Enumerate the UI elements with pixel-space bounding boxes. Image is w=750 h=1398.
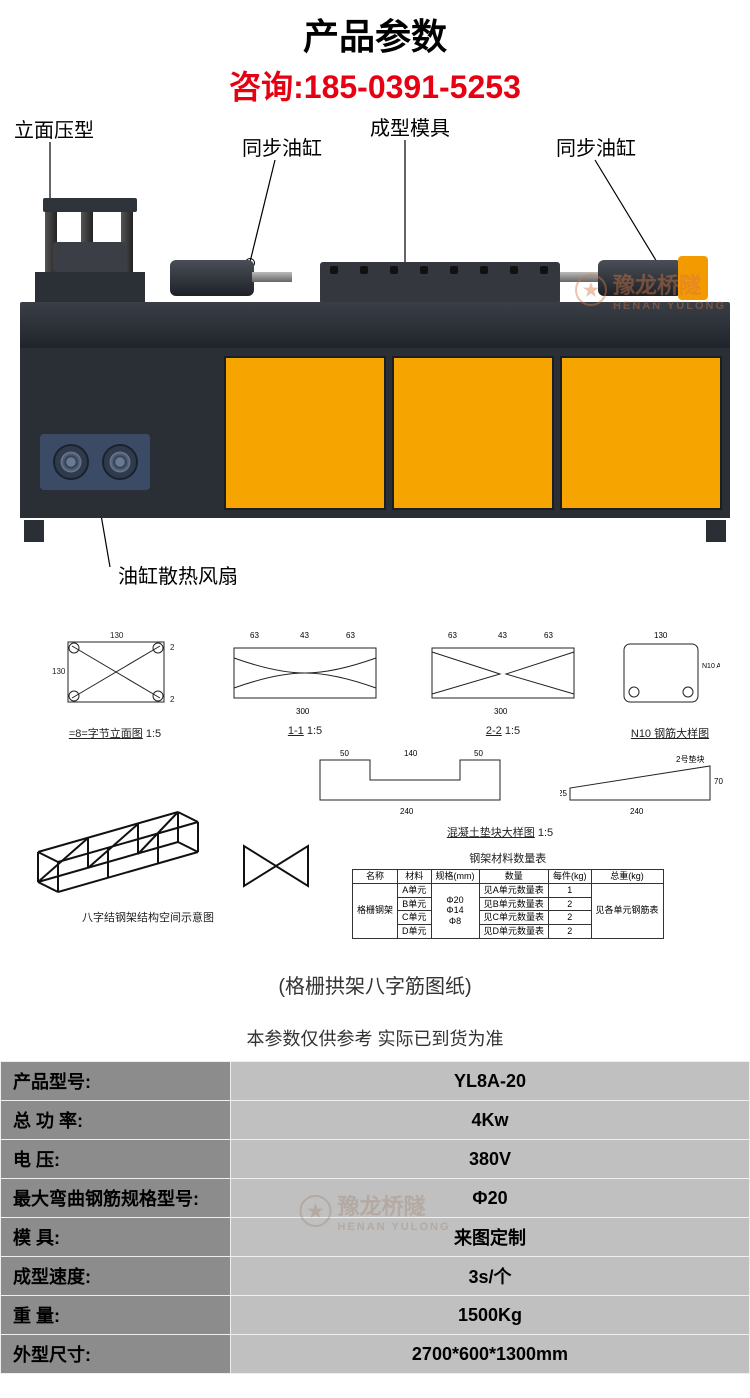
spec-value: Ф20: [231, 1179, 750, 1218]
svg-text:140: 140: [404, 749, 418, 758]
machine-cabinet: [20, 348, 730, 518]
diag-d5-label: 混凝土垫块大样图: [447, 827, 535, 839]
spec-value: 2700*600*1300mm: [231, 1335, 750, 1374]
table-row: 重 量:1500Kg: [1, 1296, 750, 1335]
diagram-caption: (格栅拱架八字筋图纸): [0, 970, 750, 999]
spec-value: 380V: [231, 1140, 750, 1179]
spec-key: 最大弯曲钢筋规格型号:: [1, 1179, 231, 1218]
spec-key: 产品型号:: [1, 1062, 231, 1101]
page-title: 产品参数: [0, 8, 750, 60]
diagram-block2: 240 70 2号垫块 25: [560, 748, 730, 818]
diag-truss-label: 八字结钢架结构空间示意图: [28, 909, 268, 925]
engineering-diagrams: 130 130 2 2 =8=字节立面图 1:5 63 43 63 300 1-…: [0, 622, 750, 962]
spec-key: 重 量:: [1, 1296, 231, 1335]
spec-key: 总 功 率:: [1, 1101, 231, 1140]
svg-text:70: 70: [714, 777, 723, 786]
table-row: 成型速度:3s/个: [1, 1257, 750, 1296]
svg-text:130: 130: [52, 667, 66, 676]
diagram-d4: 130 N10 A=1000 L=606: [610, 628, 720, 718]
svg-text:N10 A=1000 L=606: N10 A=1000 L=606: [702, 663, 720, 670]
svg-text:63: 63: [544, 631, 553, 640]
fan-icon: [102, 444, 138, 480]
svg-text:50: 50: [474, 749, 483, 758]
diagram-block1: 50 140 50 240 1号垫块: [310, 748, 510, 818]
spec-value: 4Kw: [231, 1101, 750, 1140]
svg-text:25: 25: [560, 789, 567, 798]
spec-key: 成型速度:: [1, 1257, 231, 1296]
diagram-truss: [28, 792, 228, 902]
diagram-bowtie: [236, 836, 316, 896]
svg-text:130: 130: [654, 631, 668, 640]
spec-key: 电 压:: [1, 1140, 231, 1179]
diagram-d3: 63 43 63 300: [418, 628, 588, 718]
table-row: 模 具:来图定制: [1, 1218, 750, 1257]
svg-text:63: 63: [346, 631, 355, 640]
fan-icon: [53, 444, 89, 480]
spec-note: 本参数仅供参考 实际已到货为准: [0, 1025, 750, 1051]
svg-text:2: 2: [170, 643, 175, 652]
press-unit: [35, 212, 145, 304]
header: 产品参数 咨询:185-0391-5253: [0, 0, 750, 112]
spec-key: 模 具:: [1, 1218, 231, 1257]
spec-table: 产品型号:YL8A-20总 功 率:4Kw电 压:380V最大弯曲钢筋规格型号:…: [0, 1061, 750, 1374]
spec-key: 外型尺寸:: [1, 1335, 231, 1374]
cylinder-left: [170, 252, 290, 304]
mini-table-title: 钢架材料数量表: [352, 850, 664, 866]
diag-d3-label: 2-2: [486, 725, 502, 737]
svg-text:43: 43: [300, 631, 309, 640]
svg-text:130: 130: [110, 631, 124, 640]
cylinder-right: [580, 252, 700, 304]
machine-body: [20, 262, 730, 542]
svg-text:2: 2: [170, 695, 175, 704]
svg-text:240: 240: [630, 807, 644, 816]
diag-d4-label: N10 钢筋大样图: [631, 728, 709, 740]
svg-text:63: 63: [250, 631, 259, 640]
spec-value: YL8A-20: [231, 1062, 750, 1101]
svg-text:2号垫块: 2号垫块: [676, 754, 704, 764]
svg-text:50: 50: [340, 749, 349, 758]
svg-text:63: 63: [448, 631, 457, 640]
table-row: 电 压:380V: [1, 1140, 750, 1179]
diag-d1-label: =8=字节立面图: [69, 728, 143, 740]
spec-value: 1500Kg: [231, 1296, 750, 1335]
svg-text:43: 43: [498, 631, 507, 640]
diag-d2-label: 1-1: [288, 725, 304, 737]
svg-text:300: 300: [494, 707, 508, 716]
table-row: 最大弯曲钢筋规格型号:Ф20: [1, 1179, 750, 1218]
forming-die: [320, 262, 560, 304]
spec-value: 来图定制: [231, 1218, 750, 1257]
table-row: 产品型号:YL8A-20: [1, 1062, 750, 1101]
material-table: 名称材料 规格(mm)数量 每件(kg)总重(kg) 格栅钢架 A单元 Φ20 …: [352, 869, 664, 939]
diagram-d2: 63 43 63 300: [220, 628, 390, 718]
svg-text:240: 240: [400, 807, 414, 816]
spec-value: 3s/个: [231, 1257, 750, 1296]
table-row: 总 功 率:4Kw: [1, 1101, 750, 1140]
machine-figure: 立面压型 同步油缸 成型模具 同步油缸 油缸散热风扇: [0, 112, 750, 612]
table-row: 外型尺寸:2700*600*1300mm: [1, 1335, 750, 1374]
svg-text:300: 300: [296, 707, 310, 716]
cooling-fan-box: [40, 434, 150, 490]
consult-phone: 咨询:185-0391-5253: [0, 62, 750, 108]
diagram-d1: 130 130 2 2: [50, 628, 180, 718]
